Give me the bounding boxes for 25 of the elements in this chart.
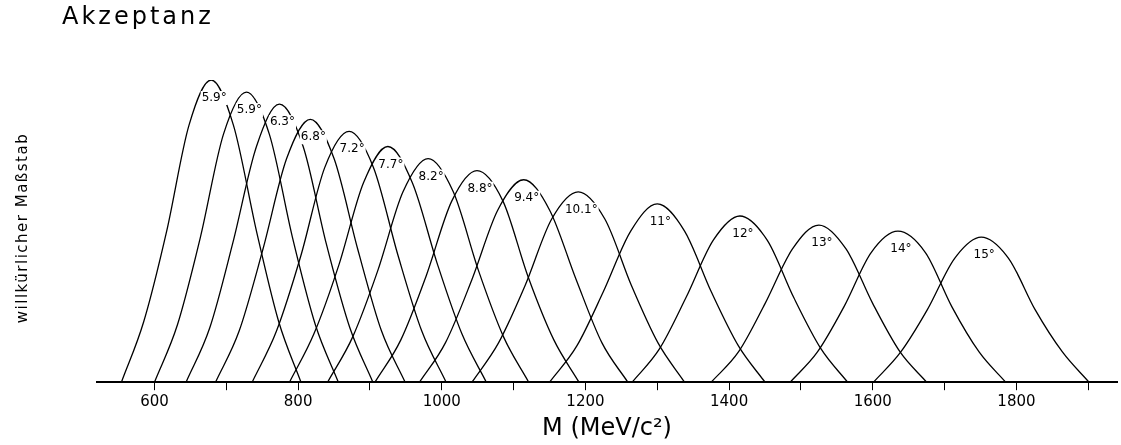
series-label: 12° [732, 226, 754, 241]
x-axis-title: M (MeV/c²) [542, 412, 672, 441]
series-label: 8.2° [418, 168, 444, 183]
series-label: 5.9° [201, 90, 227, 105]
y-axis-title: willkürlicher Maßstab [13, 132, 31, 324]
series-label: 9.4° [514, 189, 540, 204]
series-label: 15° [973, 247, 995, 262]
series-label: 6.3° [269, 114, 295, 129]
series-label: 13° [811, 235, 833, 250]
series-label: 11° [649, 214, 671, 229]
x-tick-label: 1200 [566, 392, 605, 411]
x-tick-label: 1800 [997, 392, 1036, 411]
x-tick-label: 800 [283, 392, 313, 411]
x-tick-label: 600 [140, 392, 169, 411]
series-label: 7.2° [339, 141, 365, 156]
chart-title: Akzeptanz [62, 2, 214, 30]
series-label: 7.7° [378, 156, 404, 171]
series-label: 14° [890, 241, 912, 256]
series-label: 6.8° [300, 129, 326, 144]
series-label: 10.1° [564, 201, 598, 216]
series-label: 5.9° [236, 102, 262, 117]
x-tick-label: 1600 [853, 392, 892, 411]
x-tick-label: 1400 [710, 392, 749, 411]
series-label: 8.8° [467, 180, 493, 195]
x-tick-label: 1000 [422, 392, 461, 411]
